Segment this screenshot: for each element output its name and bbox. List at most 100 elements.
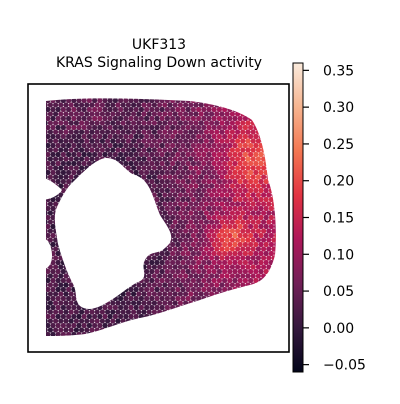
spot-marker	[245, 129, 251, 135]
spot-marker	[76, 98, 82, 104]
spot-marker	[268, 223, 274, 230]
spot-marker	[107, 331, 113, 336]
spot-marker	[219, 255, 225, 261]
spot-marker	[250, 165, 256, 171]
spot-marker	[177, 156, 183, 162]
spot-marker	[271, 255, 276, 261]
spot-marker	[203, 246, 209, 252]
spot-marker	[209, 237, 215, 243]
spot-marker	[266, 201, 272, 207]
spot-marker	[258, 295, 264, 302]
spot-marker	[242, 160, 248, 167]
spot-marker	[63, 291, 69, 297]
spot-marker	[232, 250, 238, 257]
spot-marker	[37, 228, 42, 233]
spot-marker	[123, 331, 129, 336]
spot-marker	[261, 98, 267, 99]
spot-marker	[172, 255, 178, 261]
spot-marker	[245, 192, 251, 198]
spot-marker	[266, 183, 272, 189]
spot-marker	[251, 336, 256, 341]
spot-marker	[178, 336, 183, 341]
spot-marker	[53, 327, 59, 333]
spot-marker	[263, 98, 269, 104]
spot-marker	[149, 259, 155, 266]
spot-marker	[193, 201, 199, 207]
spot-marker	[120, 300, 126, 306]
spot-marker	[47, 102, 54, 108]
spot-marker	[248, 277, 254, 284]
spot-marker	[159, 250, 165, 257]
spot-marker	[214, 129, 220, 135]
spot-marker	[263, 133, 269, 140]
spot-marker	[58, 165, 64, 171]
spot-marker	[268, 106, 274, 113]
spot-marker	[60, 160, 66, 167]
spot-marker	[128, 331, 134, 336]
spot-marker	[203, 98, 209, 99]
spot-marker	[92, 142, 98, 149]
spot-marker	[248, 268, 254, 275]
spot-marker	[81, 142, 87, 149]
spot-marker	[128, 115, 134, 122]
spot-marker	[266, 237, 272, 243]
spot-marker	[216, 214, 222, 221]
spot-marker	[151, 138, 157, 144]
spot-marker	[154, 169, 160, 176]
spot-marker	[131, 300, 137, 306]
spot-marker	[123, 106, 129, 113]
spot-marker	[274, 133, 276, 140]
spot-marker	[102, 115, 108, 122]
spot-marker	[144, 286, 150, 293]
spot-marker	[126, 336, 131, 341]
spot-marker	[71, 124, 77, 131]
spot-marker	[206, 286, 212, 293]
spot-marker	[229, 237, 235, 243]
spot-marker	[211, 250, 217, 257]
spot-marker	[253, 277, 259, 284]
spot-marker	[250, 147, 256, 153]
spot-marker	[167, 291, 173, 297]
spot-marker	[240, 300, 246, 306]
spot-marker	[196, 304, 202, 311]
spot-marker	[180, 142, 186, 149]
spot-marker	[188, 264, 194, 270]
spot-marker	[237, 205, 243, 212]
spot-marker	[255, 300, 261, 306]
spot-marker	[209, 264, 215, 270]
spot-marker	[266, 98, 272, 99]
spot-marker	[55, 286, 61, 293]
spot-marker	[164, 133, 170, 140]
spot-marker	[183, 174, 189, 180]
spot-marker	[125, 120, 131, 126]
spot-marker	[110, 318, 116, 324]
spot-marker	[240, 219, 246, 225]
spot-marker	[46, 156, 48, 162]
tissue-gap	[54, 157, 172, 309]
spot-marker	[206, 124, 212, 131]
spot-marker	[250, 255, 256, 261]
spot-marker	[71, 295, 77, 302]
spot-marker	[222, 196, 228, 203]
spot-marker	[66, 124, 72, 131]
spot-marker	[46, 322, 51, 329]
spot-marker	[53, 165, 59, 171]
spot-marker	[201, 133, 207, 140]
spot-marker	[242, 98, 248, 104]
spot-marker	[196, 232, 202, 239]
spot-marker	[203, 102, 209, 108]
spot-marker	[81, 133, 87, 140]
spot-marker	[89, 111, 95, 117]
spot-marker	[266, 291, 272, 297]
spot-marker	[152, 336, 157, 341]
spot-marker	[58, 129, 64, 135]
spot-marker	[268, 133, 274, 140]
spot-marker	[74, 336, 79, 341]
spot-marker	[224, 300, 230, 306]
spot-marker	[66, 286, 72, 293]
spot-marker	[209, 156, 215, 162]
spot-marker	[157, 336, 162, 341]
spot-marker	[271, 147, 276, 153]
spot-marker	[123, 98, 129, 104]
spot-marker	[271, 138, 276, 144]
